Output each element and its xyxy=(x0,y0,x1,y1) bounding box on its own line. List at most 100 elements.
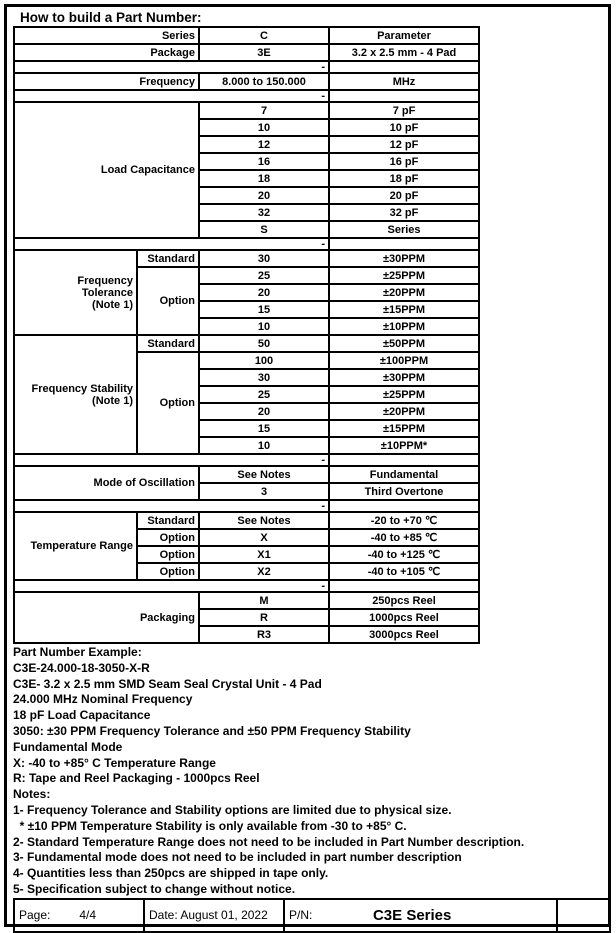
table-row: 10 10 pF xyxy=(14,118,480,137)
row-param: 1000pcs Reel xyxy=(328,608,480,627)
row-param: 16 pF xyxy=(328,152,480,171)
separator-row: - xyxy=(13,453,480,467)
text-line: R: Tape and Reel Packaging - 1000pcs Ree… xyxy=(13,771,260,786)
group-label: Frequency Stability (Note 1) xyxy=(13,334,138,455)
table-row: Frequency 8.000 to 150.000 MHz xyxy=(13,72,480,91)
row-code: 15 xyxy=(198,300,330,319)
text-line: Notes: xyxy=(13,787,51,802)
separator-row: - xyxy=(13,237,480,251)
row-param: Third Overtone xyxy=(328,482,480,501)
row-param: -40 to +85 ℃ xyxy=(328,528,480,547)
row-param: Series xyxy=(328,220,480,239)
row-code: 25 xyxy=(198,266,330,285)
table-row: 12 12 pF xyxy=(14,135,480,154)
table-row: Option X -40 to +85 ℃ xyxy=(14,528,480,547)
separator-empty xyxy=(328,89,480,103)
separator-dash: - xyxy=(13,60,330,74)
row-param: 18 pF xyxy=(328,169,480,188)
separator-empty xyxy=(328,237,480,251)
text-line: 18 pF Load Capacitance xyxy=(13,708,151,723)
footer-date-cell: Date: August 01, 2022 xyxy=(143,897,285,933)
text-line: 24.000 MHz Nominal Frequency xyxy=(13,692,193,707)
text-line: Part Number Example: xyxy=(13,645,142,659)
sub-label: Option xyxy=(136,562,200,581)
footer-page-label: Page: xyxy=(19,908,51,923)
row-param: ±50PPM xyxy=(328,334,480,353)
row-param: ±10PPM* xyxy=(328,436,480,455)
row-code: M xyxy=(198,591,330,610)
row-code: 15 xyxy=(198,419,330,438)
row-code: 50 xyxy=(198,334,330,353)
sub-label: Standard xyxy=(136,334,200,353)
footer-row: Page: 4/4 Date: August 01, 2022 P/N: C3E… xyxy=(13,897,611,933)
separator-dash: - xyxy=(13,237,330,251)
row-code: R xyxy=(198,608,330,627)
table-row: Series C Parameter xyxy=(13,26,480,45)
text-line: 2- Standard Temperature Range does not n… xyxy=(13,834,525,849)
separator-dash: - xyxy=(13,499,330,513)
footer-pn-label: P/N: xyxy=(289,908,313,923)
row-code: 3 xyxy=(198,482,330,501)
table-row: 25 ±25PPM xyxy=(14,385,480,404)
row-param: ±10PPM xyxy=(328,317,480,336)
row-label: Frequency xyxy=(13,72,200,91)
row-param: ±30PPM xyxy=(328,368,480,387)
table-row: Load Capacitance 7 7 pF xyxy=(13,101,480,239)
footer-empty-cell xyxy=(556,897,611,933)
table-row: R 1000pcs Reel xyxy=(14,608,480,627)
separator-empty xyxy=(328,453,480,467)
row-param: ±15PPM xyxy=(328,419,480,438)
row-code: 3E xyxy=(198,43,330,62)
row-param: Parameter xyxy=(328,26,480,45)
row-code: R3 xyxy=(198,625,330,644)
row-param: 12 pF xyxy=(328,135,480,154)
row-code: 10 xyxy=(198,118,330,137)
sub-label: Option xyxy=(136,545,200,564)
separator-empty xyxy=(328,499,480,513)
row-code: 20 xyxy=(198,402,330,421)
row-param: Fundamental xyxy=(328,465,480,484)
row-param: -40 to +125 ℃ xyxy=(328,545,480,564)
row-param: 250pcs Reel xyxy=(328,591,480,610)
footer-table: Page: 4/4 Date: August 01, 2022 P/N: C3E… xyxy=(13,897,611,933)
sub-label: Standard xyxy=(136,249,200,268)
row-param: 3000pcs Reel xyxy=(328,625,480,644)
page-title: How to build a Part Number: xyxy=(20,10,202,25)
row-code: 18 xyxy=(198,169,330,188)
row-code: X1 xyxy=(198,545,330,564)
table-row: 10 ±10PPM xyxy=(14,317,480,336)
row-code: 20 xyxy=(198,186,330,205)
group-label: Packaging xyxy=(13,591,200,644)
row-param: ±30PPM xyxy=(328,249,480,268)
sub-label: Option xyxy=(136,351,200,455)
separator-row: - xyxy=(13,89,480,103)
row-param: ±25PPM xyxy=(328,385,480,404)
row-param: 10 pF xyxy=(328,118,480,137)
separator-empty xyxy=(328,60,480,74)
text-line: Fundamental Mode xyxy=(13,739,123,754)
group-label: Temperature Range xyxy=(13,511,138,581)
separator-row: - xyxy=(13,499,480,513)
row-code: 10 xyxy=(198,436,330,455)
table-row: 32 32 pF xyxy=(14,203,480,222)
text-line: 3- Fundamental mode does not need to be … xyxy=(13,850,462,865)
table-row: 18 18 pF xyxy=(14,169,480,188)
row-param: 20 pF xyxy=(328,186,480,205)
separator-empty xyxy=(328,579,480,593)
row-label: Series xyxy=(13,26,200,45)
document-page: How to build a Part Number: Series C Param… xyxy=(13,10,611,933)
sub-label: Option xyxy=(136,266,200,336)
table-row: Package 3E 3.2 x 2.5 mm - 4 Pad xyxy=(13,43,480,62)
table-row: R3 3000pcs Reel xyxy=(14,625,480,644)
text-line: C3E- 3.2 x 2.5 mm SMD Seam Seal Crystal … xyxy=(13,676,322,691)
row-code: 12 xyxy=(198,135,330,154)
row-label: Package xyxy=(13,43,200,62)
table-row: Option 25 ±25PPM xyxy=(14,266,480,336)
table-row: Frequency Stability (Note 1) Standard 50 ±5… xyxy=(13,334,480,455)
table-row: 3 Third Overtone xyxy=(14,482,480,501)
text-line: X: -40 to +85° C Temperature Range xyxy=(13,755,216,770)
group-label: Mode of Oscillation xyxy=(13,465,200,501)
footer-page-cell: Page: 4/4 xyxy=(13,897,145,933)
row-code: See Notes xyxy=(198,465,330,484)
table-row: 15 ±15PPM xyxy=(14,300,480,319)
